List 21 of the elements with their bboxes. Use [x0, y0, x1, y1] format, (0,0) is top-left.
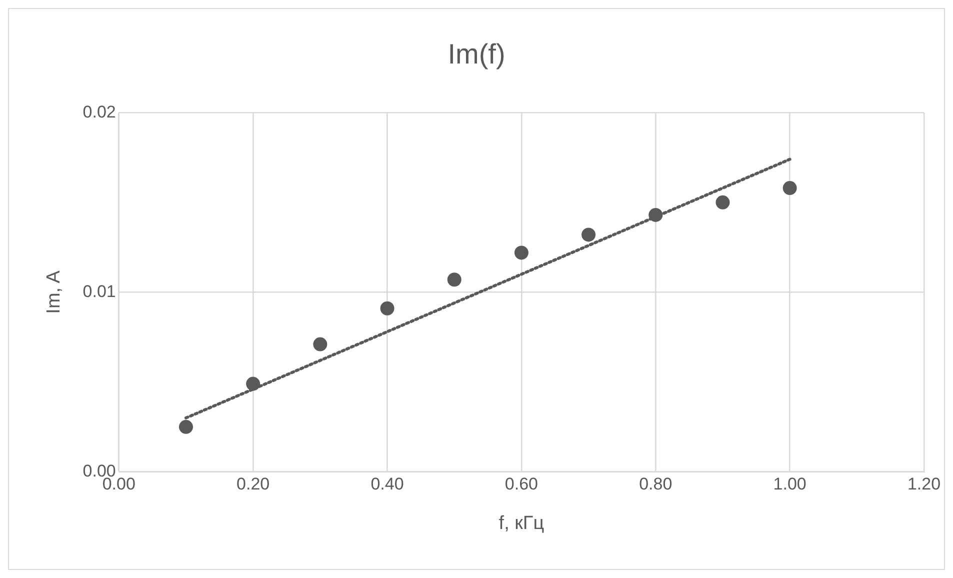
- point: [313, 337, 328, 352]
- x-axis-title: f, кГц: [498, 512, 544, 534]
- point: [716, 195, 730, 210]
- x-tick-label: 0.60: [504, 474, 538, 494]
- y-tick-label: 0.01: [82, 282, 116, 301]
- x-tick-label: 0.80: [639, 474, 672, 494]
- point: [648, 208, 663, 222]
- chart-title: Im(f): [448, 38, 506, 70]
- y-axis-title: Im, A: [44, 270, 65, 314]
- point: [582, 228, 596, 242]
- point: [246, 376, 260, 391]
- x-tick-label: 1.20: [907, 474, 941, 494]
- point: [447, 272, 462, 287]
- point: [380, 301, 394, 316]
- x-tick-label: 0.40: [370, 474, 404, 494]
- point: [178, 420, 193, 434]
- point: [782, 181, 797, 196]
- point: [514, 246, 528, 260]
- x-tick-label: 1.00: [773, 474, 806, 494]
- y-tick-label: 0.02: [82, 102, 116, 122]
- x-tick-label: 0.20: [236, 474, 270, 494]
